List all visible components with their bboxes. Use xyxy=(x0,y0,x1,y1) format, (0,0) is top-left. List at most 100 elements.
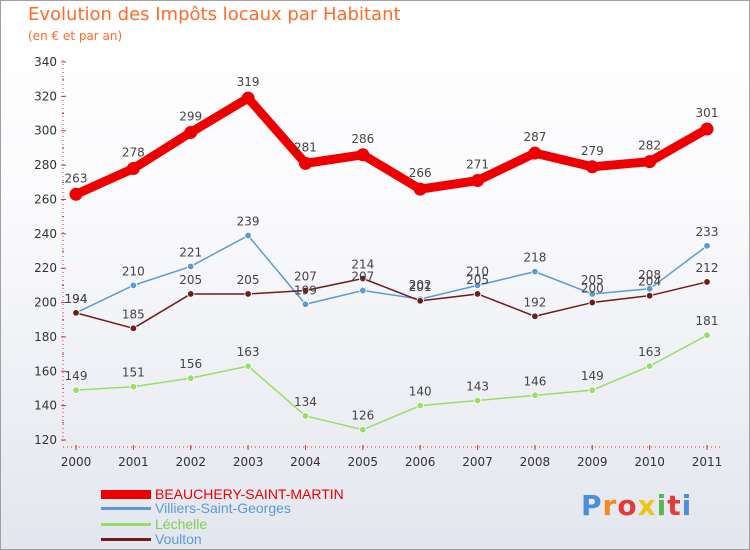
data-label: 301 xyxy=(696,106,719,120)
x-tick-label: 2007 xyxy=(462,455,493,469)
data-point xyxy=(473,290,482,298)
data-point xyxy=(129,383,138,391)
data-label: 126 xyxy=(351,409,374,423)
y-tick-label: 140 xyxy=(34,399,57,413)
proxiti-logo: Proxiti xyxy=(581,489,692,525)
data-label: 319 xyxy=(237,75,260,89)
data-point xyxy=(585,160,599,174)
data-point xyxy=(531,267,539,276)
data-label: 208 xyxy=(638,268,661,282)
data-point xyxy=(413,182,427,196)
data-point xyxy=(129,324,138,333)
data-point xyxy=(645,291,654,300)
data-label: 207 xyxy=(351,270,374,284)
data-label: 205 xyxy=(466,273,489,287)
x-tick-label: 2011 xyxy=(692,455,723,469)
data-label: 163 xyxy=(237,345,260,359)
series-line-0 xyxy=(71,93,712,199)
data-point xyxy=(473,281,482,290)
data-label: 134 xyxy=(294,395,317,409)
data-label: 221 xyxy=(179,245,202,259)
y-tick-label: 200 xyxy=(34,296,57,310)
data-label: 263 xyxy=(65,171,88,185)
data-point xyxy=(473,396,482,405)
data-label: 239 xyxy=(237,215,260,229)
data-point xyxy=(416,297,424,305)
data-point xyxy=(588,298,596,307)
data-label: 204 xyxy=(638,275,661,289)
data-label: 287 xyxy=(523,130,546,144)
logo-letter: o xyxy=(617,489,638,522)
data-point xyxy=(356,148,370,162)
data-point xyxy=(416,401,424,410)
data-point xyxy=(126,162,140,176)
legend-label: Villiers-Saint-Georges xyxy=(155,500,291,516)
x-tick-label: 2009 xyxy=(577,455,608,469)
x-tick-label: 2000 xyxy=(61,455,92,469)
y-tick-label: 240 xyxy=(34,227,57,241)
data-label: 299 xyxy=(179,109,202,123)
data-point xyxy=(244,290,252,298)
data-point xyxy=(301,300,310,308)
data-label: 279 xyxy=(581,144,604,158)
data-point xyxy=(244,231,252,240)
x-tick-label: 2004 xyxy=(290,455,321,469)
y-tick-label: 120 xyxy=(34,433,57,447)
data-label: 212 xyxy=(696,261,719,275)
data-label: 286 xyxy=(351,132,374,146)
data-label: 202 xyxy=(409,278,432,292)
data-label: 151 xyxy=(122,366,145,380)
legend-label: Voulton xyxy=(155,531,202,547)
data-point xyxy=(703,331,711,339)
data-point xyxy=(359,274,367,283)
y-tick-label: 280 xyxy=(34,158,57,172)
data-label: 156 xyxy=(179,357,202,371)
data-point xyxy=(187,374,195,382)
series-line-1 xyxy=(75,234,708,314)
data-point xyxy=(359,425,367,434)
data-label: 149 xyxy=(581,369,604,383)
legend-swatch xyxy=(101,490,151,499)
data-label: 149 xyxy=(65,369,88,383)
x-tick-label: 2003 xyxy=(233,455,264,469)
data-label: 205 xyxy=(179,273,202,287)
x-tick-label: 2005 xyxy=(348,455,379,469)
data-label: 185 xyxy=(122,307,145,321)
data-label: 194 xyxy=(65,292,88,306)
data-label: 271 xyxy=(466,158,489,172)
data-point xyxy=(588,290,596,298)
series-line-2 xyxy=(75,334,708,431)
data-label: 218 xyxy=(523,251,546,265)
legend-label: BEAUCHERY-SAINT-MARTIN xyxy=(155,486,344,502)
data-point xyxy=(359,286,367,295)
x-tick-label: 2001 xyxy=(118,455,149,469)
y-tick-label: 220 xyxy=(34,261,57,275)
data-point xyxy=(244,362,252,370)
data-point xyxy=(241,91,255,105)
data-label: 140 xyxy=(409,385,432,399)
data-label: 143 xyxy=(466,379,489,393)
data-label: 192 xyxy=(523,295,546,309)
x-tick-label: 2002 xyxy=(175,455,206,469)
data-point xyxy=(69,187,83,201)
data-point xyxy=(643,155,657,169)
legend-swatch xyxy=(101,507,151,510)
data-point xyxy=(700,122,714,136)
data-label: 207 xyxy=(294,270,317,284)
y-tick-label: 160 xyxy=(34,364,57,378)
data-label: 281 xyxy=(294,140,317,154)
data-label: 282 xyxy=(638,139,661,153)
data-point xyxy=(588,386,596,394)
data-label: 163 xyxy=(638,345,661,359)
x-tick-label: 2006 xyxy=(405,455,436,469)
chart-title: Evolution des Impôts locaux par Habitant xyxy=(28,4,401,25)
data-point xyxy=(531,391,539,400)
y-tick-label: 300 xyxy=(34,124,57,138)
data-point xyxy=(72,386,80,394)
data-label: 194 xyxy=(65,292,88,306)
data-label: 205 xyxy=(237,273,260,287)
data-point xyxy=(129,281,138,290)
y-tick-label: 320 xyxy=(34,89,57,103)
data-point xyxy=(301,286,310,295)
